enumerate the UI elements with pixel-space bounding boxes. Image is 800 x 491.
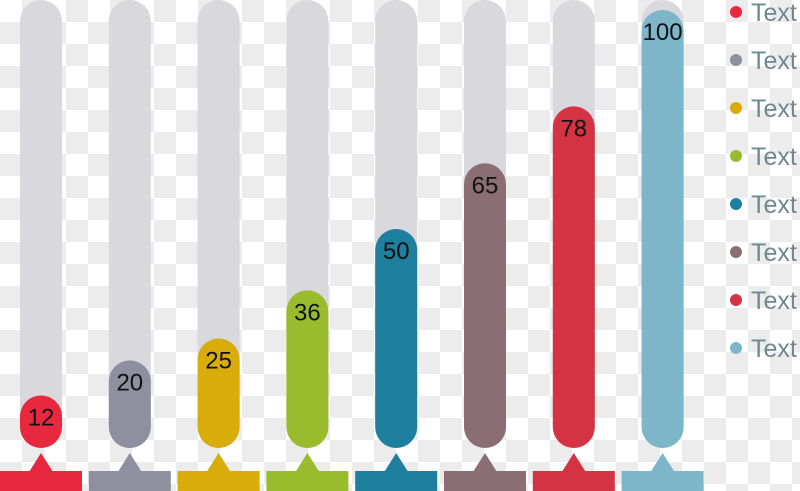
pointer [384, 453, 409, 472]
data-label: 65 [472, 172, 499, 199]
bar [641, 10, 684, 448]
base-strip [532, 471, 615, 491]
bar [552, 106, 595, 449]
legend-label: Text [751, 239, 797, 267]
legend-dot [730, 150, 742, 162]
legend-label: Text [751, 95, 797, 123]
legend-label: Text [751, 287, 797, 315]
pointer [295, 453, 320, 472]
legend-dot [730, 198, 742, 210]
legend-label: Text [751, 191, 797, 219]
legend-dot [730, 54, 742, 66]
base-strip [0, 471, 82, 491]
track [108, 0, 151, 448]
data-label: 78 [560, 115, 587, 142]
legend-label: Text [751, 0, 797, 27]
legend-dot [730, 102, 742, 114]
data-label: 20 [116, 369, 143, 396]
base-strip [355, 471, 438, 491]
pointer [561, 453, 586, 472]
legend-dot [730, 6, 742, 18]
pointer [29, 453, 53, 472]
data-label: 25 [205, 348, 232, 375]
bar [108, 360, 151, 448]
data-label: 12 [28, 404, 55, 431]
legend-dot [730, 342, 742, 354]
track [20, 0, 62, 448]
base-strip [266, 471, 349, 491]
bar [20, 395, 62, 448]
legend-label: Text [751, 335, 797, 363]
bar [464, 163, 506, 449]
bar [286, 290, 329, 448]
data-label: 36 [294, 299, 321, 326]
pointer [650, 453, 675, 472]
base-strip [621, 471, 704, 491]
legend-label: Text [751, 47, 797, 75]
bar [197, 338, 240, 448]
pointer [473, 453, 497, 472]
data-label: 50 [383, 238, 410, 265]
base-strip [177, 471, 260, 491]
data-label: 100 [643, 19, 683, 46]
legend-dot [730, 294, 742, 306]
pointer [206, 453, 231, 472]
base-strip [88, 471, 171, 491]
bar [375, 229, 418, 448]
legend-label: Text [751, 143, 797, 171]
pointer [117, 453, 142, 472]
base-strip [444, 471, 526, 491]
track [197, 0, 240, 448]
legend-dot [730, 246, 742, 258]
